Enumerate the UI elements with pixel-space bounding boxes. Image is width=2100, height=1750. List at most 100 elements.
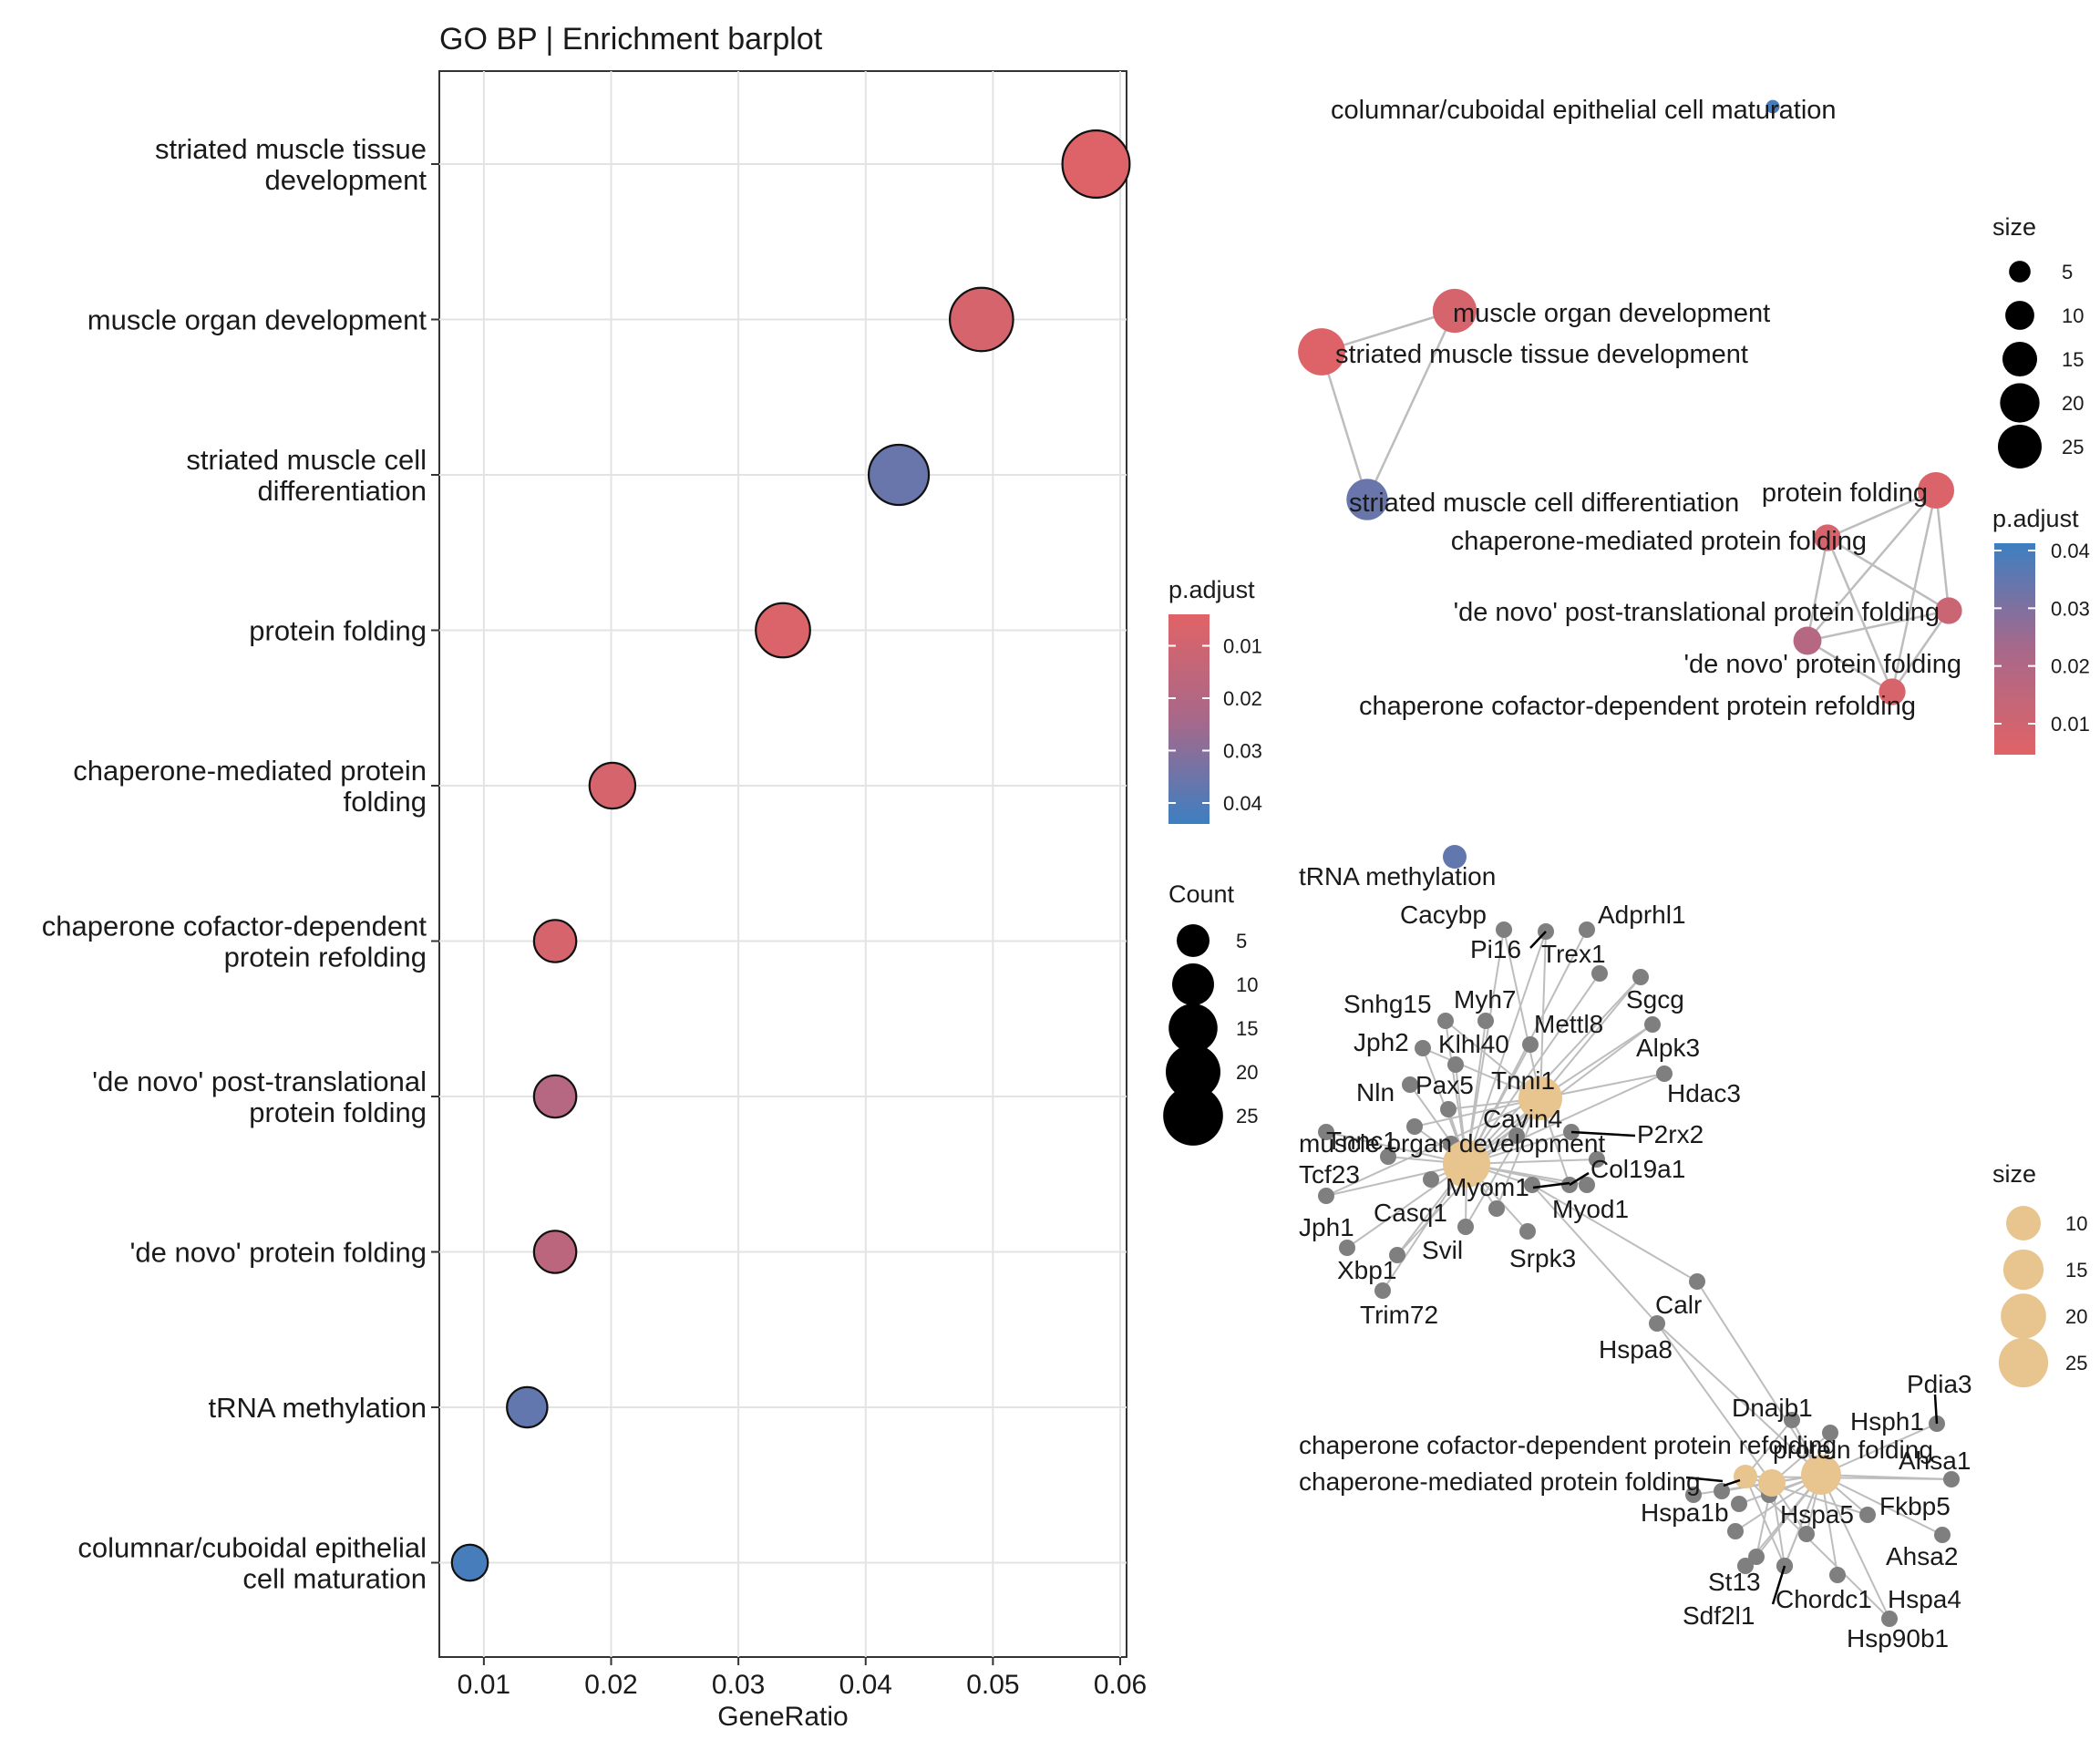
cnet-gene-label-nln: Nln	[1356, 1078, 1395, 1107]
cnet-gene-label-sdf2l1: Sdf2l1	[1683, 1601, 1755, 1630]
cnet-edge	[1745, 1476, 1786, 1567]
padjust-legend-title: p.adjust	[1168, 576, 1255, 603]
cnet-gene-node-pax5	[1440, 1101, 1457, 1117]
emap-size-legend-label: 25	[2062, 436, 2084, 458]
count-legend-label: 10	[1236, 973, 1258, 996]
padjust-legend: p.adjust 0.01 0.02 0.03 0.04	[1168, 576, 1262, 824]
cnet-category-node-chaperone-cofactor-dependent-protein-refolding	[1734, 1465, 1757, 1488]
cnet-edge	[1531, 1184, 1658, 1324]
cnet-gene-label-pi16: Pi16	[1470, 935, 1521, 963]
data-point	[450, 1543, 489, 1582]
emap-label-chaperone-mediated-protein-folding: chaperone-mediated protein folding	[1451, 527, 1867, 556]
cnet-gene-node-adprhl1	[1579, 921, 1595, 938]
cnet-gene-node-hspa5	[1798, 1526, 1815, 1542]
padjust-tick-label: 0.03	[1223, 740, 1262, 763]
emap-label-striated-muscle-tissue-development: striated muscle tissue development	[1335, 340, 1748, 369]
cnet-category-node-muscle-organ-development	[1443, 1140, 1490, 1188]
y-tick-label-line: tRNA methylation	[209, 1392, 427, 1424]
count-legend-label: 5	[1236, 930, 1247, 952]
cnet-gene-node-tnnc1	[1406, 1118, 1423, 1135]
x-tick-label: 0.01	[458, 1670, 510, 1700]
cnet-size-legend-label: 15	[2065, 1259, 2087, 1282]
y-tick-label: chaperone cofactor-dependent protein refo…	[42, 911, 427, 973]
cnet-gene-label-srpk3: Srpk3	[1509, 1244, 1576, 1272]
cnet-label-leader	[1529, 931, 1547, 949]
cnet-gene-node-calr	[1689, 1273, 1705, 1290]
cnet-category-label-trna-methylation: tRNA methylation	[1299, 862, 1496, 890]
cnet-size-legend-keys: 10 15 20 25	[1998, 1206, 2087, 1388]
x-axis-title: GeneRatio	[717, 1702, 848, 1732]
data-point	[1061, 129, 1131, 199]
cnet-size-legend-label: 10	[2065, 1212, 2087, 1235]
cnet-gene-node-st13	[1748, 1549, 1765, 1565]
cnet-gene-node-hdac3	[1656, 1065, 1673, 1082]
cnet-label-leader	[1771, 1565, 1786, 1605]
cnet-gene-node-ahsa2	[1934, 1527, 1951, 1543]
cnet-category-node-trna-methylation	[1443, 845, 1467, 869]
cnet-gene-node-myod1	[1488, 1200, 1505, 1217]
emap-node-chaperone-cofactor-dependent-protein-refolding	[1879, 678, 1906, 705]
cnet-gene-label-hspa1b: Hspa1b	[1641, 1498, 1729, 1527]
cnet-gene-node	[1731, 1496, 1747, 1512]
y-tick-label: 'de novo' protein folding	[129, 1237, 427, 1269]
cnet-edge	[1820, 1423, 1938, 1476]
padjust-colorbar	[1168, 614, 1210, 824]
cnet-gene-node-hspa4	[1829, 1567, 1846, 1583]
emap-node-de-novo-post-translational-protein-folding	[1935, 597, 1962, 624]
cnet-gene-node-sgcg	[1632, 969, 1649, 985]
cnet-gene-label-alpk3: Alpk3	[1636, 1034, 1700, 1062]
cnet-gene-label-jph2: Jph2	[1354, 1028, 1409, 1056]
y-tick-label: striated muscle cell differentiation	[186, 444, 427, 507]
cnet-edge	[1656, 1323, 1773, 1484]
cnet-category-node-striated-muscle	[1518, 1076, 1562, 1120]
cnet-gene-label-hspa8: Hspa8	[1599, 1335, 1673, 1364]
cnet-gene-label-fkbp5: Fkbp5	[1879, 1492, 1951, 1520]
padjust-tick-label: 0.01	[1223, 635, 1262, 658]
gene-concept-network-panel: tRNA methylation muscle organ development…	[1299, 845, 2087, 1652]
cnet-gene-node-srpk3	[1519, 1223, 1536, 1240]
enrichment-map-panel: columnar/cuboidal epithelial cell matura…	[1298, 96, 2090, 755]
emap-edge	[1827, 536, 1950, 612]
cnet-gene-label-sgcg: Sgcg	[1626, 985, 1684, 1014]
padjust-legend-ticks: 0.01 0.02 0.03 0.04	[1168, 635, 1262, 815]
cnet-gene-label-tnnc1: Tnnc1	[1326, 1127, 1397, 1155]
cnet-gene-label-chordc1: Chordc1	[1776, 1585, 1872, 1613]
cnet-gene-label-calr: Calr	[1655, 1291, 1702, 1319]
cnet-gene-label-ahsa1: Ahsa1	[1899, 1446, 1971, 1475]
emap-size-legend-key	[1998, 425, 2042, 468]
y-tick-label-line: differentiation	[257, 475, 427, 507]
cnet-gene-label-svil: Svil	[1422, 1236, 1463, 1264]
cnet-gene-node-svil	[1457, 1219, 1474, 1235]
cnet-labels: tRNA methylation muscle organ development…	[1299, 862, 1972, 1652]
x-tick-label: 0.06	[1094, 1670, 1147, 1700]
cnet-gene-node-jph1	[1339, 1240, 1355, 1256]
count-legend-key	[1168, 1004, 1218, 1053]
cnet-label-leaders	[1529, 931, 1939, 1605]
cnet-label-leader	[1569, 1171, 1590, 1187]
count-legend-label: 25	[1236, 1105, 1258, 1127]
emap-edge	[1807, 639, 1893, 694]
cnet-gene-node	[1318, 1124, 1334, 1140]
cnet-gene-node-xbp1	[1389, 1247, 1405, 1263]
cnet-edge	[1531, 1184, 1698, 1282]
y-tick-label: 'de novo' post-translational protein fold…	[92, 1065, 427, 1128]
cnet-gene-label-mettl8: Mettl8	[1534, 1010, 1603, 1038]
padjust-tick-label: 0.04	[1223, 792, 1262, 815]
emap-node-protein-folding	[1917, 471, 1955, 510]
cnet-edge	[1325, 1097, 1541, 1197]
emap-node-de-novo-protein-folding	[1793, 626, 1822, 655]
x-tick-label: 0.03	[712, 1670, 765, 1700]
cnet-size-legend-label: 20	[2065, 1305, 2087, 1328]
cnet-edge	[1820, 1474, 1943, 1536]
cnet-gene-label-hspa5: Hspa5	[1780, 1500, 1854, 1529]
cnet-edge	[1466, 1020, 1487, 1165]
emap-node-chaperone-mediated-protein-folding	[1814, 524, 1841, 551]
cnet-gene-node	[1380, 1148, 1396, 1165]
cnet-gene-node-nln	[1402, 1076, 1418, 1093]
y-tick-label: tRNA methylation	[209, 1392, 427, 1424]
emap-padjust-colorbar	[1994, 543, 2035, 755]
emap-label-de-novo-protein-folding: 'de novo' protein folding	[1683, 650, 1961, 679]
cnet-edge	[1820, 1474, 1890, 1620]
chart-title: GO BP | Enrichment barplot	[439, 22, 823, 57]
emap-padjust-tick-label: 0.01	[2051, 713, 2090, 736]
